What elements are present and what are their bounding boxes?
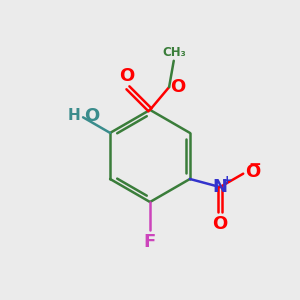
- Text: +: +: [221, 174, 232, 187]
- Text: O: O: [245, 163, 260, 181]
- Text: O: O: [212, 215, 228, 233]
- Text: O: O: [171, 78, 186, 96]
- Text: N: N: [212, 178, 227, 196]
- Text: CH₃: CH₃: [162, 46, 186, 59]
- Text: O: O: [84, 107, 99, 125]
- Text: F: F: [144, 232, 156, 250]
- Text: −: −: [248, 157, 261, 172]
- Text: H: H: [68, 108, 81, 123]
- Text: O: O: [119, 68, 134, 85]
